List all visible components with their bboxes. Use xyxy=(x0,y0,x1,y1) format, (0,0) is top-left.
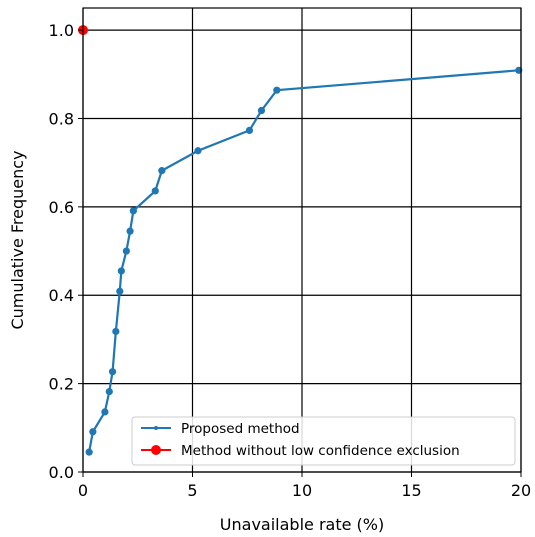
data-point xyxy=(116,287,124,295)
legend-marker-proposed xyxy=(154,426,158,430)
data-point xyxy=(151,187,159,195)
data-point xyxy=(112,327,120,336)
data-point xyxy=(105,387,113,396)
x-tick-label: 15 xyxy=(401,481,421,500)
y-tick-label: 0.0 xyxy=(49,463,74,482)
data-point xyxy=(89,428,97,436)
legend-label-baseline: Method without low confidence exclusion xyxy=(181,443,460,459)
x-tick-label: 5 xyxy=(187,481,197,500)
series-layer xyxy=(78,25,523,456)
x-axis-label: Unavailable rate (%) xyxy=(220,515,384,534)
y-tick-label: 0.4 xyxy=(49,286,74,305)
legend-entry-proposed: Proposed method xyxy=(141,421,300,437)
data-point xyxy=(126,227,134,235)
y-tick-label: 0.2 xyxy=(49,375,74,394)
legend-entry-baseline: Method without low confidence exclusion xyxy=(141,443,460,459)
grid xyxy=(82,8,522,473)
data-point xyxy=(257,106,266,115)
x-tick-label: 0 xyxy=(78,481,88,500)
data-point xyxy=(129,207,137,215)
data-point xyxy=(108,368,117,376)
data-point xyxy=(245,126,254,135)
y-tick-label: 0.8 xyxy=(49,109,74,128)
y-tick-label: 0.6 xyxy=(49,198,74,217)
data-point xyxy=(101,408,109,416)
data-point xyxy=(122,247,130,255)
legend: Proposed method Method without low confi… xyxy=(131,416,516,466)
data-point xyxy=(117,267,125,275)
x-axis-ticks: 0 5 10 15 20 xyxy=(78,472,531,500)
series-line xyxy=(88,69,519,453)
data-point xyxy=(158,167,166,175)
series-0 xyxy=(85,66,523,456)
legend-label-proposed: Proposed method xyxy=(181,421,300,437)
data-point xyxy=(194,147,202,155)
legend-box xyxy=(131,416,516,466)
y-axis-ticks: 0.0 0.2 0.4 0.6 0.8 1.0 xyxy=(49,21,83,482)
y-axis-label: Cumulative Frequency xyxy=(8,150,27,329)
data-point xyxy=(273,86,281,94)
legend-marker-baseline xyxy=(151,445,161,455)
data-point xyxy=(85,448,93,456)
y-tick-label: 1.0 xyxy=(49,21,74,40)
x-tick-label: 20 xyxy=(511,481,531,500)
x-tick-label: 10 xyxy=(292,481,312,500)
